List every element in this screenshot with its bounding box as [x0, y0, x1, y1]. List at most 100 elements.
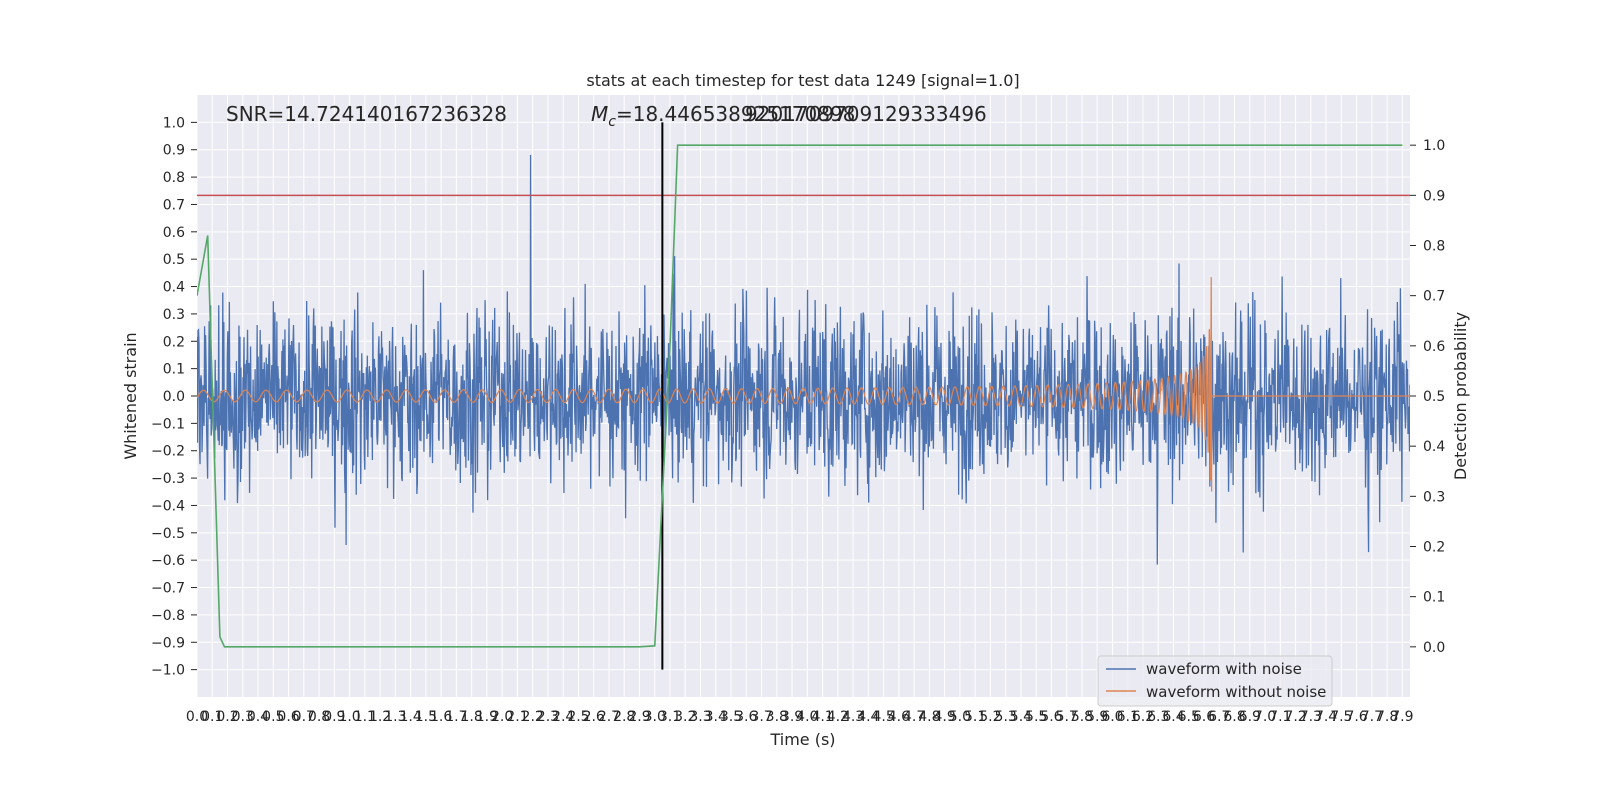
y-left-tick-label: 0.0 [163, 389, 185, 405]
x-tick-label: 0.6 [277, 709, 299, 725]
x-tick-label: 5.3 [995, 709, 1017, 725]
x-tick-label: 4.9 [934, 709, 956, 725]
x-tick-label: 7.4 [1315, 709, 1337, 725]
x-tick-label: 2.1 [506, 709, 528, 725]
y-right-tick-label: 0.7 [1423, 289, 1445, 305]
y-left-tick-label: −0.5 [151, 526, 185, 542]
x-tick-label: 6.7 [1208, 709, 1230, 725]
x-tick-label: 2.4 [552, 709, 574, 725]
mc-subscript: c [608, 114, 616, 130]
x-tick-label: 1.3 [384, 709, 406, 725]
y-right-tick-label: 1.0 [1423, 138, 1445, 154]
y-left-tick-label: 0.8 [163, 170, 185, 186]
x-tick-label: 7.1 [1269, 709, 1291, 725]
x-tick-label: 4.0 [796, 709, 818, 725]
y-right-tick-label: 0.2 [1423, 540, 1445, 556]
x-tick-label: 1.0 [338, 709, 360, 725]
x-tick-label: 7.5 [1330, 709, 1352, 725]
x-tick-label: 7.3 [1300, 709, 1322, 725]
x-tick-label: 7.8 [1376, 709, 1398, 725]
x-tick-label: 1.9 [476, 709, 498, 725]
legend-box [1097, 655, 1333, 707]
x-tick-label: 5.9 [1086, 709, 1108, 725]
series-waveform-without-noise [197, 277, 1410, 492]
y-left-tick-label: 0.4 [163, 280, 185, 296]
x-tick-label: 3.1 [659, 709, 681, 725]
x-tick-label: 0.1 [201, 709, 223, 725]
x-tick-label: 1.5 [415, 709, 437, 725]
x-tick-label: 3.4 [705, 709, 727, 725]
x-tick-label: 3.6 [735, 709, 757, 725]
y-left-tick-label: 0.3 [163, 307, 185, 323]
y-right-tick-label: 0.8 [1423, 239, 1445, 255]
x-tick-label: 2.7 [598, 709, 620, 725]
y-left-tick-label: 0.7 [163, 197, 185, 213]
x-tick-label: 5.2 [979, 709, 1001, 725]
x-tick-label: 5.1 [964, 709, 986, 725]
x-tick-label: 1.4 [399, 709, 421, 725]
x-tick-label: 5.0 [949, 709, 971, 725]
x-tick-label: 5.5 [1025, 709, 1047, 725]
x-tick-label: 5.4 [1010, 709, 1032, 725]
x-tick-label: 0.3 [232, 709, 254, 725]
x-tick-label: 0.9 [323, 709, 345, 725]
x-tick-label: 6.0 [1101, 709, 1123, 725]
x-tick-label: 2.0 [491, 709, 513, 725]
x-tick-label: 0.4 [247, 709, 269, 725]
chart-title: stats at each timestep for test data 124… [586, 71, 1019, 90]
x-tick-label: 0.5 [262, 709, 284, 725]
x-tick-label: 3.3 [689, 709, 711, 725]
y-left-tick-label: −0.7 [151, 581, 185, 597]
mc-value: =18.446538925170898 [616, 102, 855, 126]
snr-annotation: SNR=14.724140167236328 [226, 102, 507, 126]
x-tick-label: 4.8 [918, 709, 940, 725]
x-tick-label: 6.8 [1223, 709, 1245, 725]
x-tick-label: 3.8 [766, 709, 788, 725]
series-detection-probability [197, 144, 1403, 648]
x-tick-label: 7.6 [1345, 709, 1367, 725]
x-tick-label: 5.7 [1056, 709, 1078, 725]
x-tick-label: 3.5 [720, 709, 742, 725]
x-tick-label: 6.4 [1162, 709, 1184, 725]
x-tick-label: 2.3 [537, 709, 559, 725]
y-left-tick-label: −0.1 [151, 416, 185, 432]
x-tick-label: 0.2 [216, 709, 238, 725]
plot-area [197, 122, 1410, 670]
y-left-tick-label: −0.2 [151, 444, 185, 460]
x-tick-label: 4.7 [903, 709, 925, 725]
y-axis-left-label: Whitened strain [121, 332, 140, 459]
legend-label-noisy: waveform with noise [1146, 660, 1302, 678]
x-axis-label: Time (s) [769, 730, 835, 749]
y-left-tick-label: 0.2 [163, 334, 185, 350]
overlap-annotation: 9201709709129333496 [745, 102, 987, 126]
y-right-tick-label: 0.6 [1423, 339, 1445, 355]
x-tick-label: 7.7 [1361, 709, 1383, 725]
x-tick-label: 3.7 [750, 709, 772, 725]
x-tick-label: 6.5 [1178, 709, 1200, 725]
x-tick-label: 5.6 [1040, 709, 1062, 725]
x-tick-label: 4.1 [811, 709, 833, 725]
x-axis-ticks: 0.00.10.20.30.40.50.60.70.80.91.01.11.21… [186, 709, 1414, 725]
y-left-tick-label: 0.9 [163, 143, 185, 159]
x-tick-label: 4.6 [888, 709, 910, 725]
y-right-tick-label: 0.3 [1423, 489, 1445, 505]
mc-annotation: Mc=18.446538925170898 [591, 102, 855, 130]
x-tick-label: 6.9 [1239, 709, 1261, 725]
y-left-tick-label: 0.5 [163, 252, 185, 268]
x-tick-label: 1.2 [369, 709, 391, 725]
x-tick-label: 3.2 [674, 709, 696, 725]
y-right-tick-label: 0.9 [1423, 188, 1445, 204]
x-tick-label: 6.1 [1117, 709, 1139, 725]
y-left-tick-label: −0.4 [151, 498, 185, 514]
y-left-tick-label: −0.6 [151, 553, 185, 569]
x-tick-label: 7.2 [1284, 709, 1306, 725]
x-tick-label: 4.5 [872, 709, 894, 725]
y-left-tick-label: −1.0 [151, 663, 185, 679]
x-tick-label: 4.3 [842, 709, 864, 725]
x-tick-label: 2.5 [567, 709, 589, 725]
x-tick-label: 2.6 [583, 709, 605, 725]
y-left-tick-label: 1.0 [163, 115, 185, 131]
y-left-tick-label: 0.1 [163, 362, 185, 378]
x-tick-label: 5.8 [1071, 709, 1093, 725]
x-tick-label: 2.2 [522, 709, 544, 725]
